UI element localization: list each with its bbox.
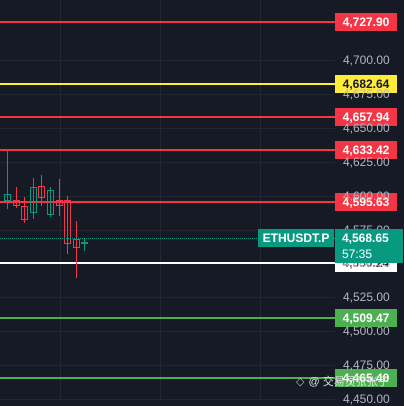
level-line[interactable]: [0, 21, 335, 24]
candle-wick: [75, 221, 77, 279]
candle-body: [21, 206, 29, 220]
candle-body: [12, 199, 20, 207]
axis-tick-label: 4,600.00: [343, 188, 390, 203]
axis-tick-label: 4,625.00: [343, 154, 390, 169]
grid-line-h: [0, 230, 335, 231]
candle-wick: [67, 195, 69, 254]
level-price-label[interactable]: 4,595.63: [335, 192, 397, 211]
candle-wick: [41, 175, 43, 207]
grid-line-v: [260, 0, 261, 401]
grid-line-h: [0, 60, 335, 61]
current-price-line: [0, 238, 335, 240]
grid-line-h: [0, 331, 335, 332]
current-price-tag: 4,568.65 57:35: [335, 229, 403, 264]
axis-tick-label: 4,700.00: [343, 53, 390, 67]
grid-line-h: [0, 365, 335, 366]
candle-wick: [50, 187, 51, 218]
level-price-label[interactable]: 4,633.42: [335, 141, 397, 160]
candle-body: [72, 238, 80, 249]
candle-wick: [58, 179, 60, 216]
level-price-label[interactable]: 4,657.94: [335, 108, 397, 127]
candle-body: [81, 241, 89, 245]
level-line[interactable]: [0, 317, 335, 320]
diamond-logo-icon: ◇: [296, 375, 305, 388]
axis-tick-label: 4,675.00: [343, 86, 390, 101]
level-line[interactable]: [0, 262, 335, 265]
level-price-label[interactable]: 4,727.90: [335, 13, 397, 32]
grid-line-h: [0, 297, 335, 298]
level-price-label[interactable]: 4,465.40: [335, 369, 397, 388]
candle-wick: [32, 177, 34, 219]
watermark-text: @ 交易员张张子: [308, 376, 389, 388]
level-line[interactable]: [0, 82, 335, 85]
axis-tick-label: 4,450.00: [343, 392, 390, 406]
level-price-label[interactable]: 4,509.47: [335, 309, 397, 328]
axis-tick-label: 4,475.00: [343, 358, 390, 373]
grid-line-h: [0, 196, 335, 197]
level-line[interactable]: [0, 149, 335, 152]
watermark: ◇ @ 交易员张张子: [296, 373, 389, 389]
candle-body: [55, 199, 63, 207]
candle-body: [4, 194, 11, 201]
candle-body: [47, 190, 54, 215]
level-price-label[interactable]: 4,682.64: [335, 74, 397, 93]
grid-line-v: [160, 0, 161, 401]
grid-line-h: [0, 399, 335, 400]
candle-wick: [24, 196, 26, 223]
grid-line-h: [0, 162, 335, 163]
axis-tick-label: 4,650.00: [343, 120, 390, 135]
axis-tick-label: 4,500.00: [343, 324, 390, 339]
grid-line-h: [0, 128, 335, 129]
level-line[interactable]: [0, 200, 335, 203]
candle-body: [38, 186, 46, 199]
candle-body: [64, 199, 72, 245]
candle-wick: [7, 149, 8, 210]
symbol-badge: ETHUSDT.P: [258, 229, 334, 248]
axis-tick-label: 4,525.00: [343, 290, 390, 305]
level-line[interactable]: [0, 377, 335, 380]
candle-body: [29, 187, 37, 214]
grid-line-h: [0, 94, 335, 95]
bar-countdown: 57:35: [342, 247, 373, 262]
candle-wick: [15, 187, 17, 208]
level-line[interactable]: [0, 116, 335, 119]
current-price-value: 4,568.65: [342, 231, 389, 246]
